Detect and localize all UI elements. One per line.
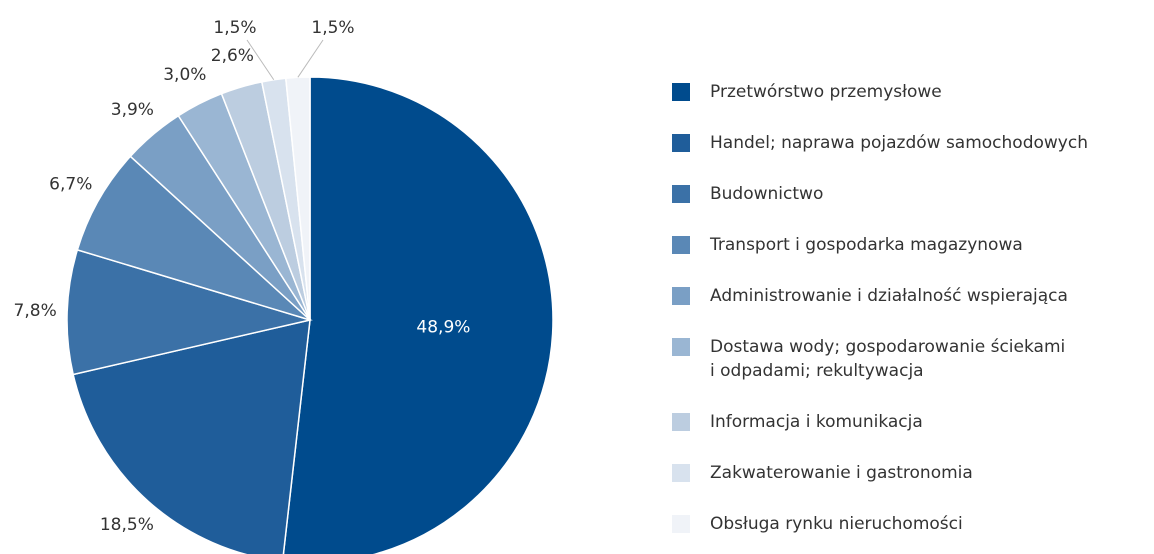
data-label: 18,5% — [100, 515, 154, 535]
legend-swatch — [672, 413, 690, 431]
legend-swatch — [672, 236, 690, 254]
legend-item: Administrowanie i działalność wspierając… — [672, 284, 1154, 308]
legend-swatch — [672, 515, 690, 533]
leader-line — [246, 39, 275, 80]
pie-slice — [284, 76, 311, 321]
legend-item: Handel; naprawa pojazdów samochodowych — [672, 131, 1154, 155]
legend-label: Obsługa rynku nieruchomości — [710, 514, 963, 534]
data-label: 48,9% — [416, 318, 470, 338]
legend-item: Budownictwo — [672, 182, 1154, 206]
pie: 48,9% 18,5% 7,8% 6,7% 3,9% 3,0%2,6% 1,5% 1,5% — [14, 18, 554, 554]
data-label: 3,0% — [163, 65, 206, 85]
legend-swatch — [672, 134, 690, 152]
leader-line — [297, 39, 324, 78]
pie-slice — [72, 319, 311, 554]
data-label: 3,9% — [111, 100, 154, 120]
data-label: 2,6% — [211, 46, 254, 66]
data-label: 7,8% — [14, 301, 57, 321]
pie-slice — [282, 76, 554, 554]
legend-label: Informacja i komunikacja — [710, 412, 923, 432]
data-label: 6,7% — [49, 174, 92, 194]
legend-label: Zakwaterowanie i gastronomia — [710, 463, 973, 483]
legend-swatch — [672, 185, 690, 203]
legend: Przetwórstwo przemysłowe Handel; naprawa … — [672, 80, 1154, 554]
data-label: 1,5% — [311, 18, 354, 38]
legend-item: Przetwórstwo przemysłowe — [672, 80, 1154, 104]
legend-label: Przetwórstwo przemysłowe — [710, 82, 942, 102]
legend-label: Administrowanie i działalność wspierając… — [710, 286, 1068, 306]
pie-slice — [76, 155, 311, 321]
legend-label: Dostawa wody; gospodarowanie ściekami i … — [710, 337, 1066, 381]
legend-label: Budownictwo — [710, 184, 824, 204]
legend-swatch — [672, 83, 690, 101]
legend-item: Zakwaterowanie i gastronomia — [672, 461, 1154, 485]
legend-item: Obsługa rynku nieruchomości — [672, 512, 1154, 536]
legend-item: Informacja i komunikacja — [672, 410, 1154, 434]
legend-item: Transport i gospodarka magazynowa — [672, 233, 1154, 257]
legend-swatch — [672, 464, 690, 482]
legend-swatch — [672, 338, 690, 356]
legend-label: Handel; naprawa pojazdów samochodowych — [710, 133, 1088, 153]
legend-swatch — [672, 287, 690, 305]
pie-slice — [66, 248, 313, 376]
legend-item: Dostawa wody; gospodarowanie ściekami i … — [672, 335, 1154, 383]
legend-label: Transport i gospodarka magazynowa — [710, 235, 1023, 255]
data-label: 1,5% — [213, 18, 256, 38]
